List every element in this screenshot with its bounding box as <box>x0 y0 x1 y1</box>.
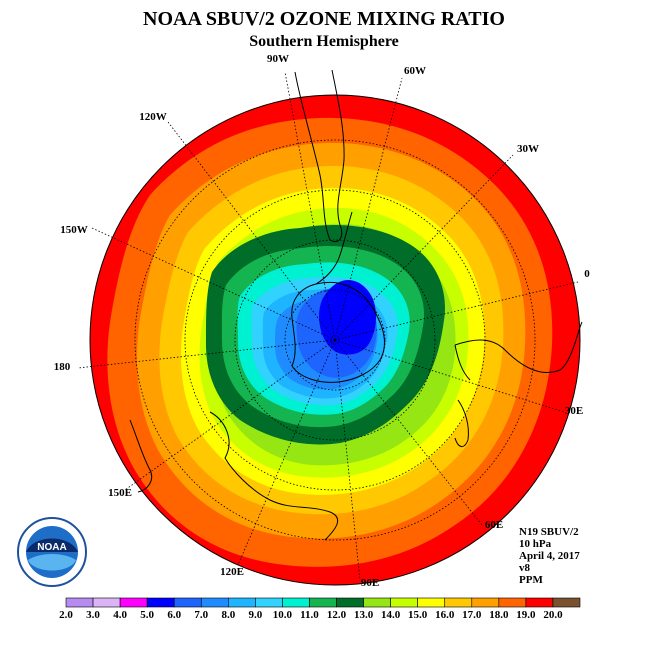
longitude-lines <box>77 71 579 581</box>
colorbar-tick-label: 14.0 <box>381 609 401 621</box>
colorbar-ticks: 2.0 3.0 4.0 5.0 6.0 7.0 8.0 9.0 10.0 11.0 12.0 13.0… <box>59 609 563 621</box>
colorbar-tick-label: 2.0 <box>59 609 73 621</box>
colorbar-swatch <box>200 597 229 608</box>
lon-label-60w: 60W <box>404 65 426 77</box>
info-units: PPM <box>519 574 543 586</box>
australia-coast <box>209 411 339 541</box>
latitude-circle-75s <box>284 289 386 391</box>
polar-map <box>77 69 583 586</box>
latitude-circle-60s <box>234 239 436 441</box>
lon-label-90e: 90E <box>361 577 379 589</box>
colorbar-tick-label: 6.0 <box>167 609 181 621</box>
latitude-lines <box>134 139 536 541</box>
latitude-circle-45s <box>184 189 486 491</box>
colorbar-swatch <box>552 597 581 608</box>
ozone-band-5 <box>319 280 377 355</box>
colorbar-swatch <box>255 597 283 608</box>
colorbar-tick-label: 15.0 <box>408 609 428 621</box>
colorbar-tick-label: 3.0 <box>86 609 100 621</box>
lon-label-150w: 150W <box>60 224 88 236</box>
colorbar-swatch <box>309 597 337 608</box>
antarctica-coast <box>291 281 385 383</box>
colorbar-tick-label: 4.0 <box>113 609 127 621</box>
colorbar-tick-label: 19.0 <box>516 609 536 621</box>
colorbar-tick-label: 20.0 <box>543 609 563 621</box>
colorbar-tick-label: 18.0 <box>489 609 509 621</box>
lon-label-180: 180 <box>54 361 71 373</box>
lon-label-30e: 30E <box>565 405 583 417</box>
madagascar-coast <box>454 399 469 447</box>
colorbar-tick-label: 8.0 <box>221 609 235 621</box>
lon-label-0: 0 <box>584 268 590 280</box>
antarctic-peninsula <box>315 211 353 285</box>
noaa-logo: NOAA <box>17 517 87 587</box>
colorbar-tick-label: 13.0 <box>354 609 374 621</box>
colorbar-swatch <box>146 597 175 608</box>
page-title: NOAA SBUV/2 OZONE MIXING RATIO <box>143 8 505 30</box>
info-date: April 4, 2017 <box>519 550 580 562</box>
colorbar-swatch <box>228 597 256 608</box>
info-satellite: N19 SBUV/2 <box>519 526 579 538</box>
colorbar-swatch <box>444 597 473 608</box>
africa-coast <box>454 321 583 373</box>
noaa-logo-text: NOAA <box>37 542 66 553</box>
colorbar-swatch <box>173 597 202 608</box>
colorbar-tick-label: 10.0 <box>273 609 293 621</box>
info-block: N19 SBUV/2 10 hPa April 4, 2017 v8 PPM <box>519 526 580 586</box>
colorbar-swatch <box>417 597 446 608</box>
lon-label-60e: 60E <box>485 519 503 531</box>
colorbar-swatch <box>282 597 310 608</box>
longitude-labels: 90W 60W 30W 0 30E 60E 90E 120E 150E 180 … <box>54 53 591 589</box>
lon-label-30w: 30W <box>517 143 539 155</box>
colorbar-swatch <box>525 597 554 608</box>
page-subtitle: Southern Hemisphere <box>249 33 398 50</box>
lon-label-120e: 120E <box>220 566 244 578</box>
colorbar-swatch <box>363 597 391 608</box>
colorbar-swatch <box>471 597 500 608</box>
colorbar-tick-label: 11.0 <box>300 609 319 621</box>
map-outline <box>89 94 581 586</box>
info-pressure-level: 10 hPa <box>519 538 552 550</box>
colorbar-swatch <box>119 597 148 608</box>
colorbar-swatch <box>92 597 121 608</box>
colorbar-tick-label: 12.0 <box>327 609 347 621</box>
info-version: v8 <box>519 562 531 574</box>
colorbar-boxes <box>65 597 581 608</box>
lon-label-150e: 150E <box>108 487 132 499</box>
coastlines <box>129 69 583 541</box>
colorbar-swatch <box>390 597 418 608</box>
colorbar-swatch <box>336 597 364 608</box>
latitude-circle-30s <box>134 139 536 541</box>
colorbar-tick-label: 9.0 <box>248 609 262 621</box>
lon-label-120w: 120W <box>139 111 167 123</box>
colorbar-tick-label: 16.0 <box>435 609 455 621</box>
africa-coast-south <box>454 344 471 381</box>
colorbar-swatch <box>65 597 94 608</box>
colorbar: 2.0 3.0 4.0 5.0 6.0 7.0 8.0 9.0 10.0 11.0 12.0 13.0… <box>59 597 581 621</box>
new-zealand-coast <box>129 419 153 493</box>
colorbar-tick-label: 17.0 <box>462 609 482 621</box>
colorbar-swatch <box>498 597 527 608</box>
lon-label-90w: 90W <box>267 53 289 65</box>
colorbar-tick-label: 7.0 <box>194 609 208 621</box>
south-america-coast <box>329 69 345 243</box>
colorbar-tick-label: 5.0 <box>140 609 154 621</box>
